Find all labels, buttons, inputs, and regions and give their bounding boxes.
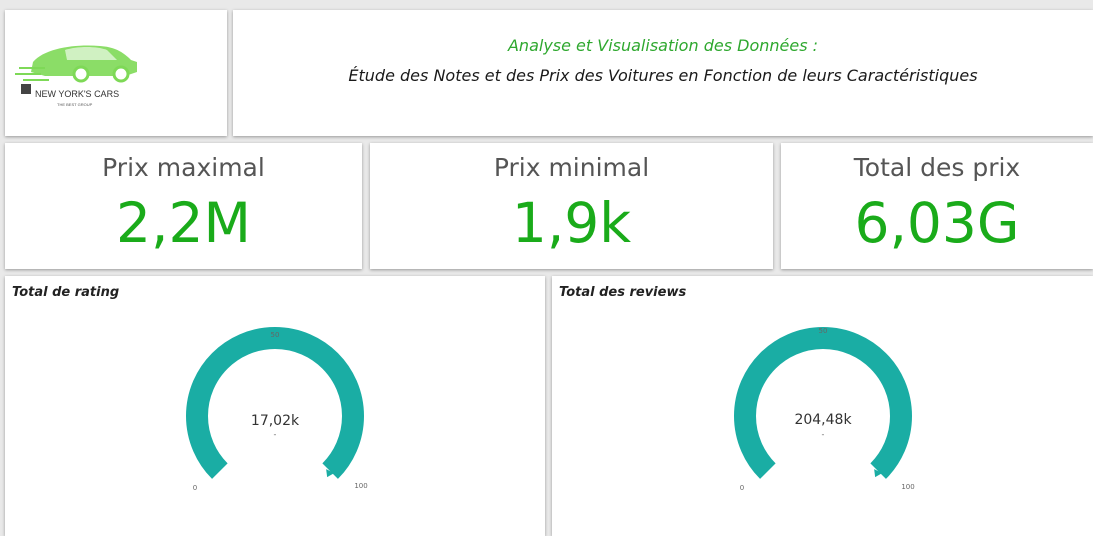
title-card: Analyse et Visualisation des Données : É…: [233, 10, 1093, 136]
gauge-arc: [186, 327, 364, 479]
kpi-value: 1,9k: [511, 191, 632, 255]
gauge-chart: 50 0 100 204,48k -: [734, 327, 915, 492]
gauge-value: 17,02k: [251, 413, 300, 429]
gauge-marker-icon: [326, 469, 335, 478]
gauge-value: 204,48k: [794, 412, 852, 428]
gauge-max-label: 100: [354, 482, 367, 490]
kpi-value: 2,2M: [116, 191, 251, 255]
gauge-card-reviews[interactable]: Total des reviews 50 0 100 204,48k -: [552, 276, 1093, 536]
gauge-min-label: 0: [740, 484, 744, 492]
kpi-card-max-price: Prix maximal 2,2M: [5, 143, 362, 269]
gauge-chart: 50 0 100 17,02k -: [186, 327, 368, 492]
logo-brand-text: NEW YORK'S CARS: [35, 89, 119, 99]
kpi-label: Prix maximal: [102, 153, 265, 182]
gauge-min-label: 0: [193, 484, 197, 492]
kpi-card-total-price: Total des prix 6,03G: [781, 143, 1093, 269]
gauge-marker-icon: [874, 469, 883, 478]
logo-tagline-text: THE BEST GROUP: [57, 102, 93, 107]
kpi-value: 6,03G: [854, 191, 1020, 255]
logo-card: NEW YORK'S CARS THE BEST GROUP: [5, 10, 227, 136]
gauge-mid-label: 50: [819, 327, 828, 335]
gauge-max-label: 100: [901, 483, 914, 491]
gauge-sub-label: -: [274, 430, 277, 439]
kpi-label: Prix minimal: [493, 153, 650, 182]
gauge-sub-label: -: [822, 430, 825, 439]
car-logo-icon: NEW YORK'S CARS THE BEST GROUP: [15, 45, 137, 107]
gauge-title: Total des reviews: [559, 285, 687, 300]
kpi-label: Total des prix: [853, 153, 1021, 182]
dashboard-subtitle: Étude des Notes et des Prix des Voitures…: [348, 66, 978, 85]
kpi-card-min-price: Prix minimal 1,9k: [370, 143, 773, 269]
gauge-title: Total de rating: [12, 285, 120, 300]
dashboard-title: Analyse et Visualisation des Données :: [507, 36, 819, 55]
gauge-mid-label: 50: [271, 331, 280, 339]
gauge-card-rating[interactable]: Total de rating 50 0 100 17,02k -: [5, 276, 545, 536]
gauge-arc: [734, 327, 912, 479]
